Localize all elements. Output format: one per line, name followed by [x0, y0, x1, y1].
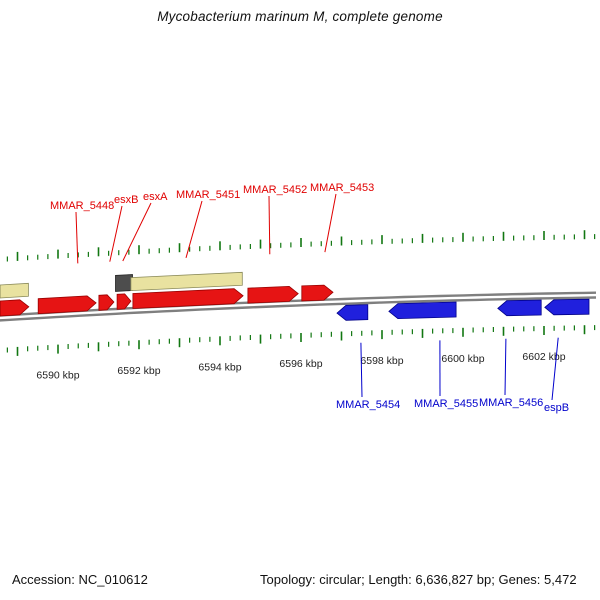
- gene-arrow-MMAR_5452[interactable]: [247, 285, 299, 304]
- gene-label-MMAR_5453[interactable]: MMAR_5453: [310, 182, 374, 194]
- scale-label: 6598 kbp: [360, 355, 403, 367]
- gene-arrow-MMAR_5454[interactable]: [336, 304, 369, 321]
- scale-label: 6602 kbp: [522, 351, 565, 363]
- gene-arrow-MMAR_5453[interactable]: [301, 284, 334, 302]
- label-leader-espB: [551, 337, 559, 401]
- scale-label: 6596 kbp: [279, 358, 322, 370]
- gene-label-MMAR_5456[interactable]: MMAR_5456: [479, 397, 543, 409]
- genome-summary-text: Topology: circular; Length: 6,636,827 bp…: [260, 572, 577, 587]
- label-leader-esxB: [109, 205, 123, 262]
- label-leader-MMAR_5452: [268, 195, 271, 255]
- dark_box[interactable]: [115, 274, 133, 292]
- gene-arrow-esxA[interactable]: [116, 293, 132, 310]
- label-leader-MMAR_5448: [75, 211, 79, 264]
- label-leader-MMAR_5456: [504, 338, 507, 396]
- scale-label: 6600 kbp: [441, 353, 484, 365]
- gene-label-MMAR_5455[interactable]: MMAR_5455: [414, 398, 478, 410]
- scale-label: 6590 kbp: [36, 370, 79, 382]
- status-bar: Accession: NC_010612 Topology: circular;…: [0, 570, 600, 594]
- gene-arrow-unlabeled[interactable]: [0, 299, 30, 317]
- label-leader-MMAR_5451: [185, 200, 203, 259]
- genome-backbone: [0, 296, 597, 322]
- gene-label-espB[interactable]: espB: [544, 402, 569, 414]
- accession-text: Accession: NC_010612: [12, 572, 148, 587]
- gene-arrow-MMAR_5455[interactable]: [388, 301, 457, 320]
- gene-label-MMAR_5454[interactable]: MMAR_5454: [336, 399, 400, 411]
- label-leader-MMAR_5454: [360, 342, 363, 398]
- gene-label-esxA[interactable]: esxA: [143, 191, 168, 203]
- scale-label: 6592 kbp: [117, 365, 160, 377]
- region_box[interactable]: [0, 282, 29, 299]
- gene-label-MMAR_5451[interactable]: MMAR_5451: [176, 189, 240, 201]
- genome-backbone: [0, 291, 597, 317]
- scale-label: 6594 kbp: [198, 361, 241, 373]
- gene-label-MMAR_5452[interactable]: MMAR_5452: [243, 184, 307, 196]
- label-leader-esxA: [122, 202, 152, 262]
- gene-arrow-MMAR_5448[interactable]: [37, 295, 97, 315]
- gene-arrow-espB[interactable]: [544, 298, 590, 316]
- gene-label-MMAR_5448[interactable]: MMAR_5448: [50, 200, 114, 212]
- gene-arrow-MMAR_5456[interactable]: [497, 299, 542, 317]
- gene-label-esxB[interactable]: esxB: [114, 194, 138, 206]
- gene-arrow-esxB[interactable]: [98, 294, 115, 311]
- page-title: Mycobacterium marinum M, complete genome: [157, 9, 443, 24]
- gene-arrow-MMAR_5451[interactable]: [132, 288, 244, 309]
- region_box[interactable]: [130, 271, 243, 292]
- label-leader-MMAR_5453: [324, 193, 337, 253]
